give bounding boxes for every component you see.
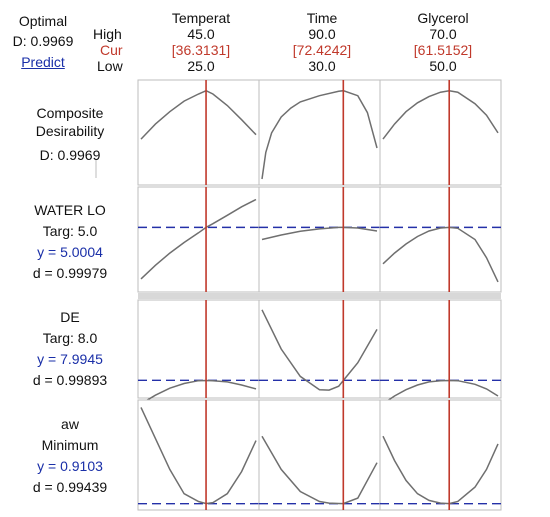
- response-curve: [382, 435, 499, 505]
- response-label-composite: Composite Desirability D: 0.9969: [18, 104, 122, 164]
- response-curve: [261, 226, 378, 241]
- response-curve: [261, 309, 378, 391]
- response-curve: [382, 379, 499, 405]
- response-curve: [261, 435, 378, 505]
- factor-cur-temperat: [36.3131]: [171, 42, 231, 58]
- response-curve: [140, 379, 257, 405]
- cur-row-header: Cur: [100, 42, 123, 58]
- factor-cur-glycerol: [61.5152]: [413, 42, 473, 58]
- response-curve: [140, 198, 257, 280]
- plot-panel: [137, 79, 260, 186]
- factor-low-time: 30.0: [308, 58, 336, 74]
- factor-low-temperat: 25.0: [187, 58, 215, 74]
- response-label-line: Targ: 5.0: [42, 223, 98, 239]
- factor-name-glycerol: Glycerol: [417, 10, 469, 26]
- factor-low-glycerol: 50.0: [429, 58, 457, 74]
- response-label-line: d = 0.99439: [32, 479, 108, 495]
- plot-panel: [379, 399, 502, 511]
- response-label-line: d = 0.99979: [32, 265, 108, 281]
- response-label-aw: aw Minimum y = 0.9103 d = 0.99439: [18, 415, 122, 496]
- optimal-label: Optimal: [18, 13, 68, 29]
- predict-link[interactable]: Predict: [21, 54, 65, 70]
- plot-panel: [379, 186, 502, 293]
- response-label-line: Minimum: [41, 437, 99, 453]
- response-label-line: DE: [60, 309, 80, 325]
- response-curve: [382, 89, 499, 140]
- response-curve: [382, 226, 499, 283]
- factor-high-temperat: 45.0: [187, 26, 215, 42]
- response-label-line: Composite: [36, 105, 104, 121]
- plot-panel: [258, 399, 381, 511]
- factor-high-glycerol: 70.0: [429, 26, 457, 42]
- plot-panel: [379, 299, 502, 399]
- plot-panel: [258, 186, 381, 293]
- response-label-line: Targ: 8.0: [42, 330, 98, 346]
- response-label-line: d = 0.99893: [32, 372, 108, 388]
- response-label-line: D: 0.9969: [39, 147, 101, 163]
- row-separator: [138, 293, 501, 299]
- response-label-line: Desirability: [35, 123, 105, 139]
- response-label-line: y = 7.9945: [37, 351, 103, 367]
- plot-panel: [137, 186, 260, 293]
- response-label-de: DE Targ: 8.0 y = 7.9945 d = 0.99893: [18, 308, 122, 389]
- response-label-line: aw: [61, 416, 79, 432]
- low-row-header: Low: [97, 58, 123, 74]
- response-curve: [261, 89, 378, 180]
- response-label-line: y = 0.9103: [37, 458, 103, 474]
- response-label-water-lo: WATER LO Targ: 5.0 y = 5.0004 d = 0.9997…: [18, 201, 122, 282]
- plot-panel: [258, 299, 381, 399]
- response-curve: [140, 89, 257, 140]
- factor-cur-time: [72.4242]: [292, 42, 352, 58]
- plot-panel: [137, 299, 260, 399]
- plot-panel: [379, 79, 502, 186]
- factor-name-temperat: Temperat: [171, 10, 231, 26]
- high-row-header: High: [93, 26, 122, 42]
- response-label-line: y = 5.0004: [37, 244, 103, 260]
- factor-high-time: 90.0: [308, 26, 336, 42]
- composite-d-value: D: 0.9969: [12, 33, 74, 49]
- plot-panel: [137, 399, 260, 511]
- response-label-line: WATER LO: [34, 202, 106, 218]
- factor-name-time: Time: [306, 10, 338, 26]
- response-curve: [140, 407, 257, 505]
- plot-panel: [258, 79, 381, 186]
